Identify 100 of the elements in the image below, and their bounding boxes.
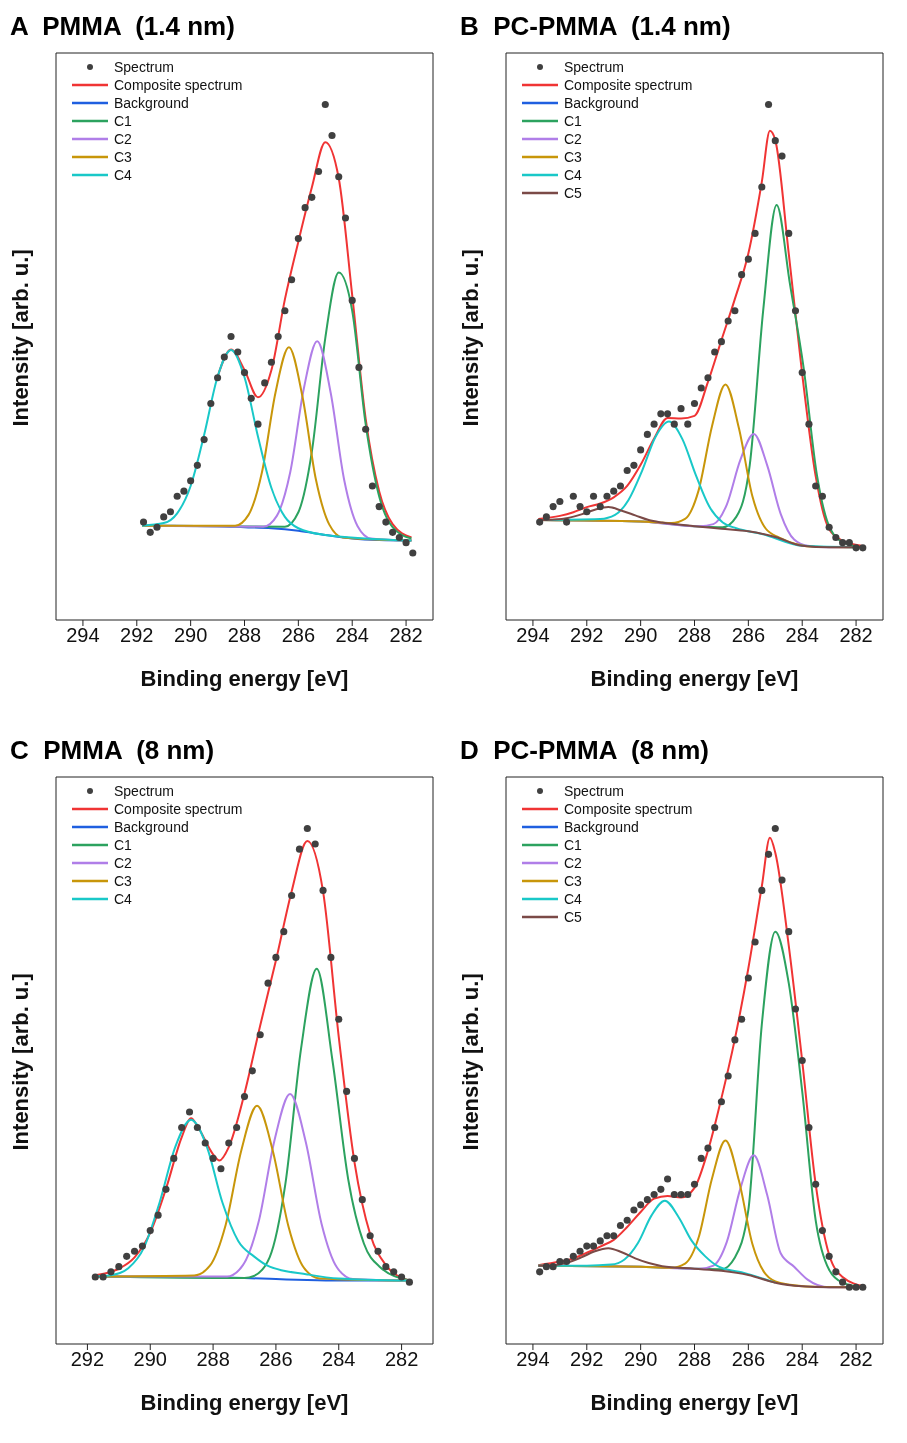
point — [596, 503, 604, 511]
point — [798, 369, 806, 377]
point — [362, 425, 370, 433]
point — [341, 214, 350, 222]
y-axis-title: Intensity [arb. u.] — [457, 973, 483, 1151]
legend-label: Composite spectrum — [564, 800, 693, 818]
legend-label: Background — [114, 818, 189, 836]
point — [139, 518, 148, 526]
point — [778, 152, 786, 160]
y-axis-title: Intensity [arb. u.] — [7, 249, 33, 427]
point — [596, 1237, 604, 1245]
legend-label: C2 — [114, 130, 132, 148]
chart-title: D PC-PMMA (8 nm) — [459, 734, 710, 767]
point — [295, 845, 304, 853]
point — [99, 1273, 107, 1281]
legend-label: C4 — [564, 890, 582, 908]
point — [335, 1015, 343, 1023]
x-tick-label: 288 — [196, 1348, 230, 1371]
x-axis-title: Binding energy [eV] — [140, 666, 349, 691]
x-tick-label: 288 — [227, 624, 262, 647]
x-tick-label: 290 — [173, 624, 208, 647]
point — [791, 1005, 800, 1013]
x-tick-label: 282 — [839, 1348, 873, 1371]
point — [610, 487, 618, 495]
point — [576, 1247, 584, 1255]
point — [805, 420, 813, 428]
point — [616, 482, 625, 490]
point — [771, 137, 779, 145]
point — [280, 928, 288, 936]
x-axis-title: Binding energy [eV] — [140, 1390, 349, 1415]
point — [630, 1206, 638, 1214]
point — [321, 100, 329, 109]
point — [170, 1154, 178, 1162]
point — [201, 1139, 209, 1147]
point — [603, 492, 611, 500]
legend-label: C1 — [114, 112, 132, 130]
point — [690, 399, 699, 408]
point — [664, 1175, 672, 1183]
point — [130, 1247, 139, 1255]
point — [859, 544, 867, 552]
point — [375, 503, 383, 511]
point — [248, 1067, 256, 1075]
point — [623, 466, 631, 475]
legend-label: Composite spectrum — [114, 76, 243, 94]
point — [217, 1165, 225, 1173]
legend-label: C3 — [114, 872, 132, 890]
point — [563, 518, 571, 526]
chart-title: B PC-PMMA (1.4 nm) — [459, 10, 732, 43]
point — [556, 1257, 564, 1266]
point — [583, 1242, 591, 1250]
point — [187, 477, 195, 485]
legend-label: C3 — [564, 872, 582, 890]
point — [389, 528, 397, 536]
point — [153, 523, 161, 531]
chart-title: C PMMA (8 nm) — [9, 734, 216, 767]
legend-label: C1 — [564, 836, 582, 854]
legend-label: C1 — [114, 836, 132, 854]
point — [549, 503, 557, 511]
point — [650, 1190, 658, 1199]
point — [711, 1123, 719, 1132]
point — [576, 503, 584, 511]
point — [623, 1216, 631, 1224]
point — [832, 533, 840, 542]
point — [825, 523, 833, 531]
point — [335, 173, 343, 181]
point — [166, 508, 175, 516]
point — [319, 886, 327, 894]
point — [146, 528, 154, 536]
point — [207, 399, 215, 408]
point — [583, 508, 591, 516]
point — [845, 539, 853, 547]
point — [731, 1036, 739, 1044]
y-axis-title: Intensity [arb. u.] — [457, 249, 483, 427]
point — [839, 539, 847, 547]
point — [91, 1273, 99, 1281]
point — [256, 1031, 264, 1039]
point — [308, 193, 316, 201]
point — [751, 229, 759, 237]
x-tick-label: 292 — [570, 624, 604, 647]
legend-label: Spectrum — [564, 58, 624, 76]
point — [209, 1154, 217, 1162]
legend-label: Spectrum — [114, 58, 174, 76]
point — [711, 348, 719, 356]
point — [234, 348, 242, 356]
point — [173, 492, 181, 500]
point — [717, 338, 725, 346]
x-axis-title: Binding energy [eV] — [590, 666, 799, 691]
legend-label: C2 — [564, 854, 582, 872]
point — [107, 1268, 115, 1276]
point — [272, 953, 280, 961]
point — [556, 497, 564, 506]
point — [744, 255, 752, 263]
point — [751, 938, 759, 946]
point — [138, 1242, 146, 1250]
point — [220, 353, 228, 361]
point — [267, 358, 275, 366]
point — [178, 1123, 186, 1132]
point — [311, 840, 319, 848]
point — [240, 1093, 249, 1101]
point — [690, 1180, 699, 1188]
